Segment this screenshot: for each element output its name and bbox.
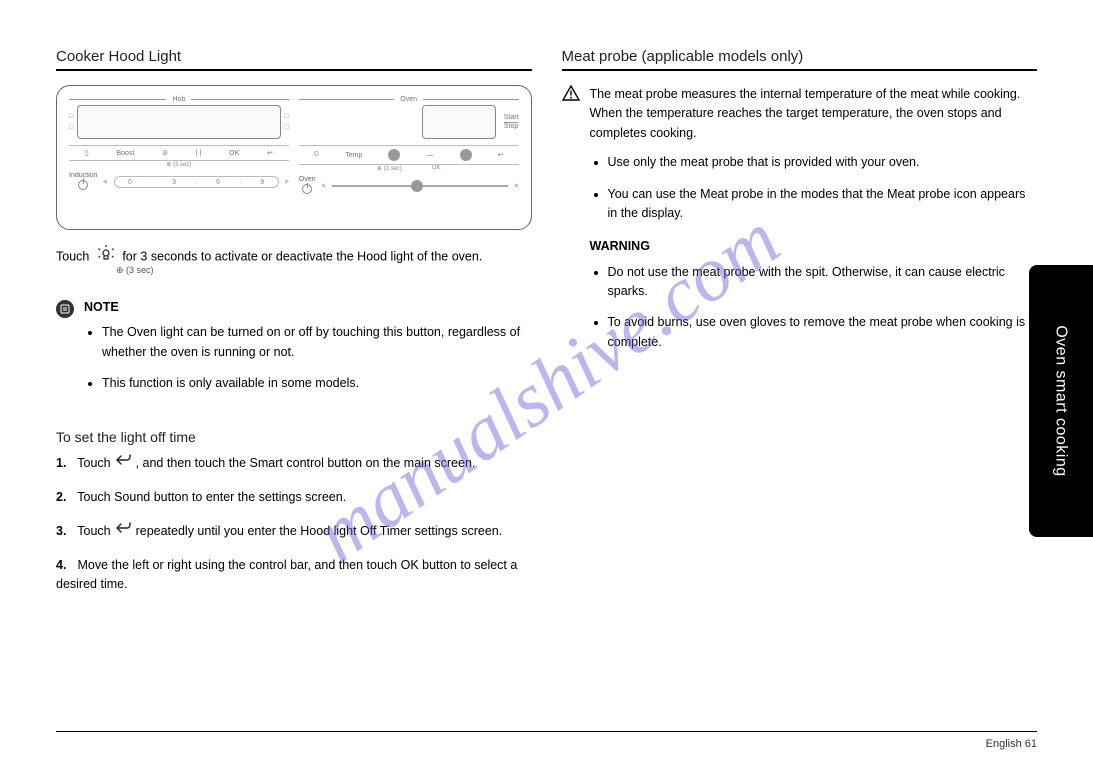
- step-touch-light: Touch for 3 seconds to activate or deact…: [56, 244, 532, 278]
- step-item: 3. Touch repeatedly until you enter the …: [56, 521, 532, 541]
- right-column: Meat probe (applicable models only) The …: [562, 48, 1038, 744]
- meat-probe-body: The meat probe measures the internal tem…: [562, 85, 1038, 364]
- oven-power-label: Oven: [299, 176, 316, 196]
- note-item: The Oven light can be turned on or off b…: [102, 323, 532, 362]
- divider: [562, 69, 1038, 71]
- slider-knob: [411, 180, 423, 192]
- section-title-meat-probe: Meat probe (applicable models only): [562, 48, 1038, 65]
- bullet-item: You can use the Meat probe in the modes …: [608, 185, 1038, 224]
- note-block: NOTE The Oven light can be turned on or …: [56, 298, 532, 406]
- power-icon: [302, 184, 312, 194]
- step-item: 2. Touch Sound button to enter the setti…: [56, 488, 532, 507]
- step-item: 4. Move the left or right using the cont…: [56, 556, 532, 595]
- highlight-light-button: [388, 149, 400, 161]
- warning-item: Do not use the meat probe with the spit.…: [608, 263, 1038, 302]
- panel-oven: Oven Start Stop ⏲ Temp —: [299, 96, 519, 223]
- warning-label: WARNING: [590, 239, 650, 253]
- panel-top-label-oven: Oven: [299, 96, 519, 103]
- panel-induction: Hob □ □ □ □ ▯ Boost: [69, 96, 289, 223]
- hob-display: [77, 105, 280, 139]
- induction-level-bar: 0 · 3 · 6 · 9: [114, 176, 279, 188]
- light-3sec-icon: [93, 244, 119, 270]
- manual-page: Cooker Hood Light Hob □ □ □: [0, 0, 1093, 774]
- panel-top-label: Hob: [69, 96, 289, 103]
- section-title-hood-light: Cooker Hood Light: [56, 48, 532, 65]
- note-heading: NOTE: [84, 298, 532, 317]
- oven-sub-labels: ⊕ (3 sec) OK: [299, 165, 519, 172]
- oven-slider: [332, 181, 509, 191]
- hob-display-row: □ □ □ □: [69, 105, 289, 139]
- light-icon-caption: ⊕ (3 sec): [116, 264, 532, 278]
- note-icon: [56, 300, 74, 318]
- subheading-light-off-time: To set the light off time: [56, 429, 532, 445]
- footer-page-number: English 61: [986, 738, 1037, 750]
- control-panel-illustration: Hob □ □ □ □ ▯ Boost: [56, 85, 532, 230]
- note-item: This function is only available in some …: [102, 374, 532, 393]
- highlight-ok-button: [460, 149, 472, 161]
- back-icon: [114, 524, 135, 538]
- induction-label: Induction: [69, 172, 97, 192]
- chapter-tab: Oven smart cooking: [1029, 265, 1093, 537]
- bullet-item: Use only the meat probe that is provided…: [608, 153, 1038, 172]
- hob-bottom-row: Induction < 0 · 3 · 6 · 9 >: [69, 172, 289, 192]
- hob-zone-right: □ □: [285, 113, 289, 131]
- warning-icon: [562, 85, 580, 364]
- hob-zone-left: □ □: [69, 113, 73, 131]
- oven-controls: ⏲ Temp — ↩: [299, 145, 519, 165]
- body-row: The meat probe measures the internal tem…: [562, 85, 1038, 364]
- divider: [56, 69, 532, 71]
- warning-item: To avoid burns, use oven gloves to remov…: [608, 313, 1038, 352]
- oven-bottom-row: Oven < >: [299, 176, 519, 196]
- steps-list: 1. Touch , and then touch the Smart cont…: [56, 453, 532, 594]
- back-icon: [114, 456, 135, 470]
- note-list: The Oven light can be turned on or off b…: [84, 323, 532, 393]
- left-column: Cooker Hood Light Hob □ □ □: [56, 48, 532, 744]
- oven-display-row: Start Stop: [299, 105, 519, 139]
- hob-controls: ▯ Boost ⊘ | | OK ↩: [69, 145, 289, 161]
- oven-label: Oven: [400, 96, 417, 103]
- start-stop-label: Start Stop: [504, 114, 519, 130]
- oven-display: [422, 105, 496, 139]
- power-icon: [78, 180, 88, 190]
- tab-label: Oven smart cooking: [1052, 325, 1070, 476]
- meat-probe-description: The meat probe measures the internal tem…: [590, 85, 1038, 143]
- page-footer: English 61: [56, 731, 1037, 750]
- step-item: 1. Touch , and then touch the Smart cont…: [56, 453, 532, 473]
- hob-label: Hob: [172, 96, 185, 103]
- hob-sub-label: ⊕ (3 sec): [69, 161, 289, 168]
